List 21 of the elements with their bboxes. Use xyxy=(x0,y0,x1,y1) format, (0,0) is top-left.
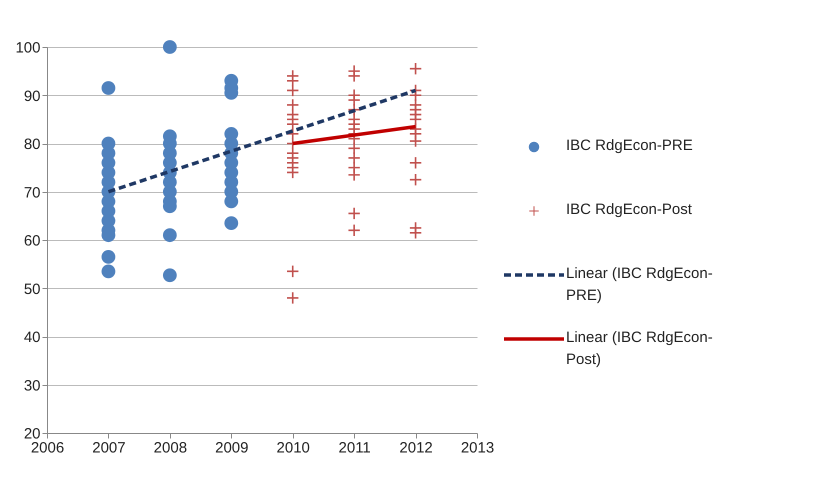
x-tick-label: 2006 xyxy=(30,440,64,456)
y-tick-label: 90 xyxy=(24,88,40,105)
x-tick-label: 2011 xyxy=(338,440,371,456)
y-tick-label: 30 xyxy=(24,377,40,394)
y-tick-label: 80 xyxy=(24,136,40,153)
x-tick-label: 2009 xyxy=(215,440,248,456)
y-tick-label: 50 xyxy=(24,280,40,298)
legend-label: Linear (IBC RdgEcon-PRE) xyxy=(566,265,713,304)
x-tick-label: 2008 xyxy=(154,440,188,456)
x-tick-label: 2007 xyxy=(92,440,126,456)
y-tick-label: 20 xyxy=(24,426,40,442)
x-tick-label: 2013 xyxy=(460,440,494,456)
y-tick-label: 100 xyxy=(15,40,40,56)
legend-label: IBC RdgEcon-Post xyxy=(566,201,693,218)
legend-label: Linear (IBC RdgEcon-Post) xyxy=(566,329,713,368)
y-tick-label: 40 xyxy=(24,329,40,346)
y-tick-label: 60 xyxy=(24,232,40,250)
y-tick-label: 70 xyxy=(24,184,40,202)
legend-label: IBC RdgEcon-PRE xyxy=(566,137,693,154)
x-tick-label: 2012 xyxy=(399,440,433,456)
x-tick-label: 2010 xyxy=(276,440,310,456)
